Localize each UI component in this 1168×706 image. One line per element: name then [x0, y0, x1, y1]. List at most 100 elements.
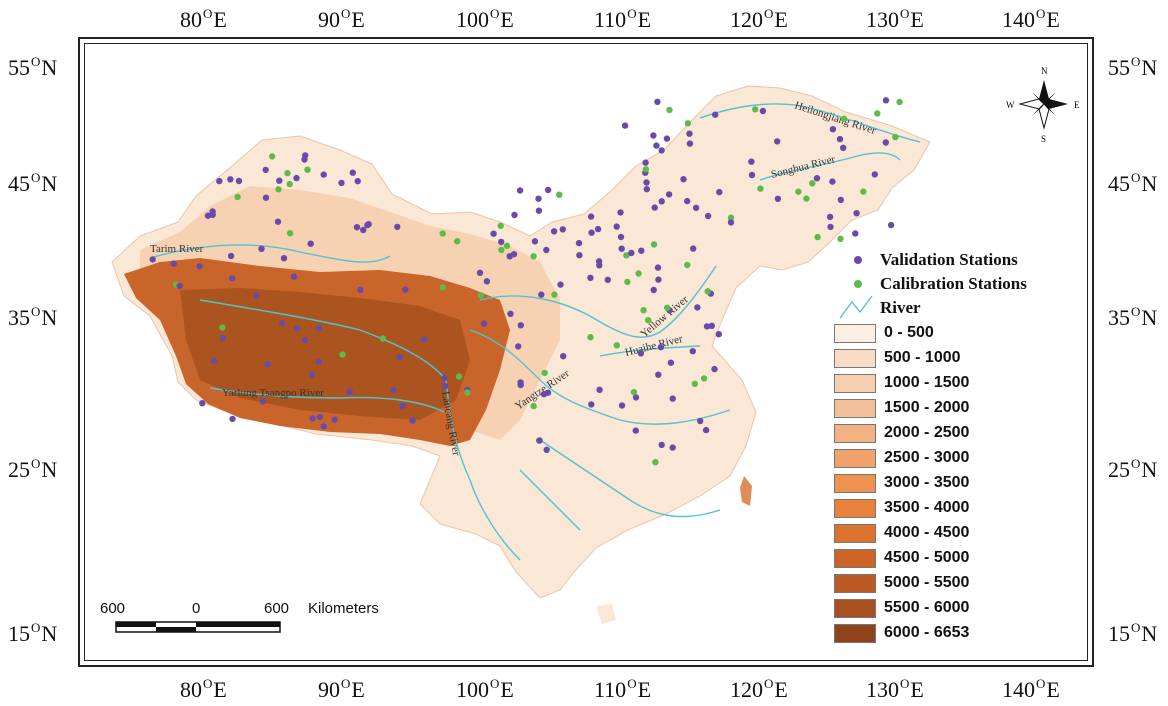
calibration-station-dot [268, 153, 276, 160]
validation-station-dot [575, 239, 583, 247]
legend-swatch [834, 374, 876, 393]
validation-station-dot [309, 415, 316, 422]
validation-station-dot [826, 213, 834, 221]
validation-station-dot [409, 417, 416, 424]
validation-station-dot [210, 357, 218, 364]
validation-station-dot [882, 97, 890, 104]
calibration-station-dot [541, 369, 548, 377]
validation-station-dot [559, 226, 566, 233]
calibration-station-dot [284, 169, 291, 177]
legend-class-label: 1500 - 2000 [884, 399, 970, 416]
validation-station-dot [227, 252, 235, 260]
calibration-station-dot [803, 195, 810, 202]
validation-station-dot [357, 286, 364, 293]
validation-station-dot [618, 245, 625, 252]
validation-station-dot [658, 147, 665, 154]
lon-label-bottom-110: 110OE [594, 676, 652, 702]
validation-station-dot [535, 195, 542, 202]
compass-e: E [1074, 100, 1080, 110]
calibration-station-dot [814, 233, 821, 241]
validation-station-dot [836, 135, 844, 143]
lon-label-top-120: 120OE [730, 6, 788, 32]
validation-station-dot [262, 166, 269, 174]
lat-label-right-45: 45ON [1108, 170, 1158, 196]
validation-station-dot [840, 144, 847, 151]
validation-station-dot [353, 224, 361, 231]
validation-station-dot [209, 211, 216, 218]
compass-n: N [1041, 66, 1048, 76]
calibration-station-dot [234, 193, 241, 201]
validation-station-dot [642, 159, 649, 166]
validation-station-dot [262, 194, 270, 201]
calibration-station-dot [809, 180, 816, 187]
lat-label-right-35: 35ON [1108, 304, 1158, 330]
validation-station-dot [703, 323, 711, 330]
lon-label-bottom-90: 90OE [318, 676, 365, 702]
validation-station-dot [669, 395, 676, 402]
validation-station-dot [219, 334, 227, 342]
validation-station-dot [510, 251, 518, 258]
calibration-station-dot [439, 230, 446, 237]
legend-class-label: 3500 - 4000 [884, 499, 970, 516]
calibration-station-dot [503, 242, 511, 249]
calibration-station-dot [860, 188, 867, 195]
validation-station-dot [274, 218, 282, 225]
validation-station-dot [852, 230, 859, 237]
lon-label-bottom-80: 80OE [180, 676, 227, 702]
validation-station-dot [176, 282, 183, 290]
validation-station-dot [301, 337, 309, 344]
legend-calibration-label: Calibration Stations [880, 274, 1027, 293]
validation-station-dot [663, 135, 671, 142]
validation-station-dot [557, 281, 564, 288]
calibration-station-dot [684, 261, 691, 269]
validation-station-dot [349, 169, 356, 176]
calibration-station-dot [623, 252, 630, 259]
validation-station-dot [301, 156, 308, 163]
validation-station-dot [655, 276, 662, 283]
validation-station-dot [544, 389, 552, 396]
validation-station-dot [320, 423, 327, 430]
river-network [149, 103, 921, 561]
river-label-tarim: Tarim River [150, 243, 204, 255]
validation-station-dot [360, 226, 367, 234]
validation-station-dot [264, 361, 271, 368]
validation-station-dot [293, 174, 300, 182]
lat-label-right-15: 15ON [1108, 620, 1158, 646]
validation-station-dot [655, 371, 662, 378]
calibration-station-dot [874, 110, 881, 117]
calibration-station-dot [650, 241, 658, 248]
validation-station-dot [667, 359, 675, 366]
validation-station-dot [402, 286, 409, 293]
legend-swatch [834, 349, 876, 368]
validation-station-dot [702, 426, 710, 434]
validation-station-dot [315, 325, 323, 332]
lat-label-right-55: 55ON [1108, 54, 1158, 80]
validation-station-dot [748, 158, 755, 165]
legend-swatch [834, 399, 876, 418]
validation-station-dot [535, 207, 543, 214]
validation-station-dot [354, 178, 361, 185]
validation-station-dot [588, 229, 595, 236]
validation-station-dot [364, 221, 371, 229]
validation-station-dot [604, 276, 611, 283]
calibration-station-dot [477, 292, 485, 299]
validation-station-dot [638, 247, 645, 254]
validation-station-dot [650, 132, 657, 139]
validation-station-dot [697, 417, 704, 425]
scale-right-label: 600 [264, 600, 290, 617]
validation-station-dot [690, 245, 697, 252]
validation-station-dot [759, 107, 767, 115]
calibration-station-dot [630, 388, 638, 396]
validation-station-dot [716, 188, 723, 196]
lon-label-top-100: 100OE [456, 6, 514, 32]
validation-station-dot [686, 130, 693, 137]
validation-station-dot [637, 350, 645, 357]
calibration-station-dot [498, 246, 505, 254]
validation-station-dot [507, 310, 514, 317]
calibration-station-dot [795, 188, 802, 195]
calibration-station-dot [892, 133, 899, 141]
calibration-station-dot [704, 288, 711, 295]
validation-station-dot [309, 371, 316, 378]
calibration-station-dot [551, 291, 558, 298]
validation-station-dot [480, 320, 488, 327]
